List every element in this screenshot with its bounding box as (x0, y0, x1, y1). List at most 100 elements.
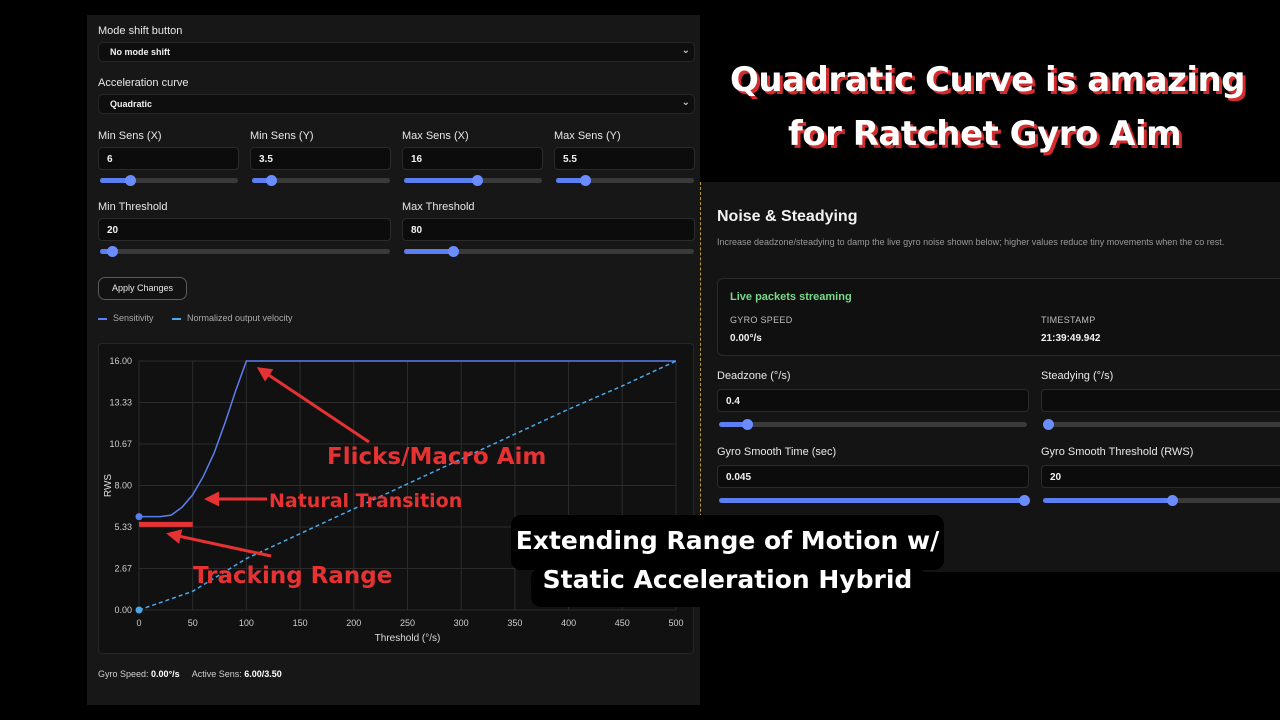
sensitivity-panel: Mode shift button No mode shift ⌄ Accele… (87, 15, 700, 705)
annotation-arrow (166, 529, 272, 558)
y-tick-label: 8.00 (114, 481, 132, 491)
slider-thumb[interactable] (448, 246, 460, 257)
chevron-down-icon: ⌄ (681, 97, 690, 108)
min-sens-x-slider[interactable] (100, 175, 238, 186)
min-sens-x-label: Min Sens (X) (98, 130, 162, 142)
x-tick-label: 450 (615, 618, 630, 628)
smooth-time-label: Gyro Smooth Time (sec) (717, 446, 837, 458)
min-sens-y-label: Min Sens (Y) (250, 130, 314, 142)
x-tick-label: 400 (561, 618, 576, 628)
y-tick-label: 13.33 (109, 398, 132, 408)
min-threshold-input[interactable]: 20 (98, 218, 391, 241)
smooth-threshold-input[interactable]: 20 (1041, 465, 1280, 488)
slider-thumb[interactable] (1166, 495, 1178, 506)
max-sens-y-slider[interactable] (556, 175, 694, 186)
y-tick-label: 16.00 (109, 356, 132, 366)
legend-swatch (172, 317, 181, 320)
slider-thumb[interactable] (472, 175, 484, 186)
x-tick-label: 350 (507, 618, 522, 628)
y-tick-label: 0.00 (114, 605, 132, 615)
max-threshold-input[interactable]: 80 (402, 218, 695, 241)
banner-bg-bottom (531, 568, 926, 607)
legend-label: Sensitivity (113, 313, 154, 323)
mode-shift-select[interactable]: No mode shift ⌄ (98, 42, 695, 62)
max-threshold-slider[interactable] (404, 246, 694, 257)
x-tick-label: 150 (293, 618, 308, 628)
steadying-slider[interactable] (1043, 419, 1280, 430)
max-threshold-label: Max Threshold (402, 201, 475, 213)
timestamp-key: TIMESTAMP (1041, 315, 1096, 325)
smooth-time-input[interactable]: 0.045 (717, 465, 1029, 488)
x-tick-label: 200 (346, 618, 361, 628)
annotation-arrow (256, 367, 370, 444)
x-axis-label: Threshold (°/s) (375, 633, 441, 644)
legend-output-velocity[interactable]: Normalized output velocity (172, 313, 293, 323)
slider-thumb[interactable] (579, 175, 591, 186)
mode-shift-value: No mode shift (110, 47, 170, 57)
x-tick-label: 50 (188, 618, 198, 628)
banner-line1: Extending Range of Motion w/ (515, 526, 940, 555)
min-sens-y-input[interactable]: 3.5 (250, 147, 391, 170)
overlay-title-line1: Quadratic Curve is amazing (730, 60, 1246, 100)
apply-changes-button[interactable]: Apply Changes (98, 277, 187, 300)
chart-svg: 0 50 100 150 200 250 300 350 400 450 500 0.00 2.67 5.… (103, 356, 684, 644)
annotation-natural: Natural Transition (269, 490, 462, 512)
gyro-speed-label: Gyro Speed: (98, 669, 149, 679)
y-tick-label: 2.67 (114, 563, 132, 573)
slider-thumb[interactable] (106, 246, 118, 257)
max-sens-x-input[interactable]: 16 (402, 147, 543, 170)
accel-curve-select[interactable]: Quadratic ⌄ (98, 94, 695, 114)
annotation-flicks: Flicks/Macro Aim (327, 444, 546, 470)
legend-swatch (98, 317, 107, 320)
section-description: Increase deadzone/steadying to damp the … (717, 237, 1225, 247)
max-sens-y-input[interactable]: 5.5 (554, 147, 695, 170)
overlay-title-line2: for Ratchet Gyro Aim (788, 114, 1182, 154)
mode-shift-label: Mode shift button (98, 25, 183, 37)
deadzone-input[interactable]: 0.4 (717, 389, 1029, 412)
max-sens-x-slider[interactable] (404, 175, 542, 186)
x-tick-label: 300 (454, 618, 469, 628)
x-tick-label: 250 (400, 618, 415, 628)
series-point (135, 513, 143, 521)
gyro-speed-value: 0.00°/s (151, 669, 180, 679)
legend-label: Normalized output velocity (187, 313, 293, 323)
live-packets-card: Live packets streaming GYRO SPEED 0.00°/… (717, 278, 1280, 356)
smooth-time-slider[interactable] (719, 495, 1030, 506)
steadying-label: Steadying (°/s) (1041, 370, 1114, 382)
overlay-banner: Extending Range of Motion w/ Static Acce… (511, 515, 944, 607)
min-threshold-label: Min Threshold (98, 201, 168, 213)
timestamp-readout: 21:39:49.942 (1041, 333, 1101, 344)
accel-curve-label: Acceleration curve (98, 77, 189, 89)
slider-thumb[interactable] (1019, 495, 1030, 506)
legend-sensitivity[interactable]: Sensitivity (98, 313, 154, 323)
gyro-speed-readout: 0.00°/s (730, 333, 762, 344)
y-tick-label: 10.67 (109, 439, 132, 449)
smooth-threshold-slider[interactable] (1043, 495, 1280, 506)
slider-thumb[interactable] (1043, 419, 1055, 430)
min-sens-y-slider[interactable] (252, 175, 390, 186)
x-tick-label: 500 (668, 618, 683, 628)
slider-thumb[interactable] (741, 419, 753, 430)
chevron-down-icon: ⌄ (681, 45, 690, 56)
slider-thumb[interactable] (125, 175, 137, 186)
active-sens-value: 6.00/3.50 (244, 669, 282, 679)
deadzone-label: Deadzone (°/s) (717, 370, 791, 382)
x-tick-label: 100 (239, 618, 254, 628)
sensitivity-chart: 0 50 100 150 200 250 300 350 400 450 500 0.00 2.67 5.… (98, 343, 694, 654)
active-sens-label: Active Sens: (191, 669, 242, 679)
slider-thumb[interactable] (266, 175, 278, 186)
section-title: Noise & Steadying (717, 208, 858, 225)
noise-steadying-panel: Noise & Steadying Increase deadzone/stea… (700, 182, 1280, 572)
live-status: Live packets streaming (730, 291, 852, 303)
annotation-tracking: Tracking Range (193, 563, 392, 589)
smooth-threshold-label: Gyro Smooth Threshold (RWS) (1041, 446, 1194, 458)
y-tick-label: 5.33 (114, 522, 132, 532)
min-sens-x-input[interactable]: 6 (98, 147, 239, 170)
deadzone-slider[interactable] (719, 419, 1027, 430)
steadying-input[interactable] (1041, 389, 1280, 412)
min-threshold-slider[interactable] (100, 246, 390, 257)
max-sens-y-label: Max Sens (Y) (554, 130, 621, 142)
series-line (139, 360, 676, 518)
status-bar: Gyro Speed: 0.00°/s Active Sens: 6.00/3.… (98, 669, 282, 679)
series-point (135, 606, 143, 614)
